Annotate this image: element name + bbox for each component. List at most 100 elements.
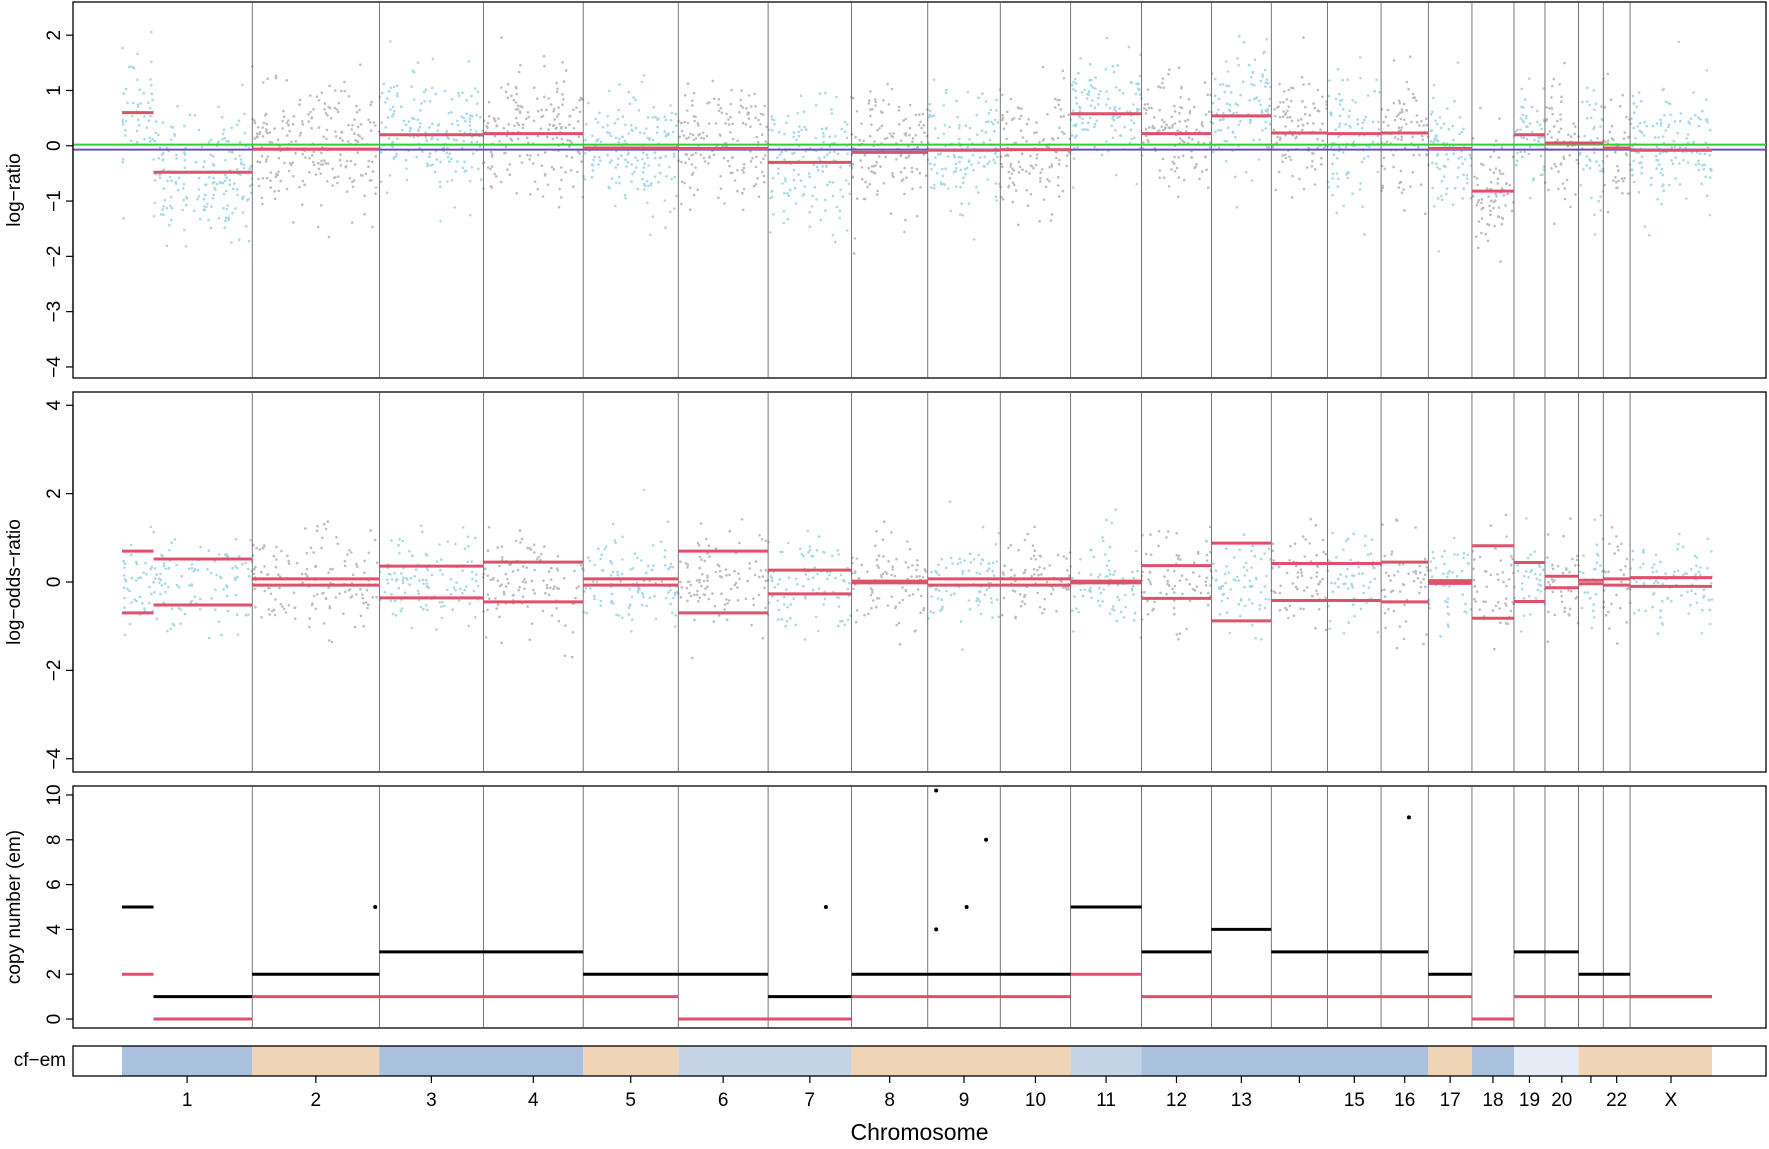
data-point [1397, 138, 1400, 141]
data-point [487, 549, 490, 552]
data-point [1176, 129, 1179, 132]
data-point [204, 209, 207, 212]
data-point [1547, 581, 1550, 584]
data-point [669, 210, 672, 213]
data-point [1490, 181, 1493, 184]
data-point [258, 185, 261, 188]
data-point [1496, 573, 1499, 576]
data-point [671, 612, 674, 615]
data-point [735, 582, 738, 585]
data-point [800, 180, 803, 183]
data-point [137, 119, 140, 122]
data-point [183, 229, 186, 232]
data-point [1633, 612, 1636, 615]
data-point [1239, 615, 1242, 618]
data-point [838, 597, 841, 600]
chromosome-label: 1 [182, 1090, 193, 1111]
data-point [1417, 577, 1420, 580]
data-point [1623, 131, 1626, 134]
data-point [1595, 593, 1598, 596]
data-point [213, 164, 216, 167]
data-point [849, 193, 852, 196]
data-point [1200, 592, 1203, 595]
data-point [733, 570, 736, 573]
data-point [469, 602, 472, 605]
data-point [1137, 87, 1140, 90]
data-point [943, 183, 946, 186]
data-point [841, 128, 844, 131]
data-point [1695, 573, 1698, 576]
data-point [1357, 123, 1360, 126]
data-point [919, 186, 922, 189]
data-point [291, 161, 294, 164]
data-point [222, 182, 225, 185]
data-point [331, 568, 334, 571]
data-point [536, 97, 539, 100]
data-point [740, 89, 743, 92]
data-point [1426, 153, 1429, 156]
data-point [1362, 121, 1365, 124]
copy-number-outlier [934, 788, 938, 792]
data-point [934, 589, 937, 592]
data-point [160, 579, 163, 582]
data-point [441, 601, 444, 604]
data-point [1117, 64, 1120, 67]
data-point [1498, 216, 1501, 219]
data-point [1139, 75, 1142, 78]
data-point [1453, 100, 1456, 103]
data-point [363, 213, 366, 216]
data-point [1599, 564, 1602, 567]
data-point [698, 544, 701, 547]
data-point [316, 95, 319, 98]
data-point [1479, 107, 1482, 110]
data-point [1035, 121, 1038, 124]
data-point [470, 129, 473, 132]
data-point [1656, 146, 1659, 149]
data-point [153, 215, 156, 218]
data-point [1542, 569, 1545, 572]
data-point [1207, 186, 1210, 189]
data-point [1260, 558, 1263, 561]
data-point [1063, 77, 1066, 80]
data-point [580, 97, 583, 100]
data-point [1105, 519, 1108, 522]
data-point [909, 127, 912, 130]
data-point [908, 134, 911, 137]
data-point [1128, 46, 1131, 49]
data-point [873, 165, 876, 168]
data-point [130, 140, 133, 143]
data-point [245, 614, 248, 617]
data-point [1124, 606, 1127, 609]
data-point [728, 123, 731, 126]
data-point [1346, 177, 1349, 180]
data-point [1456, 575, 1459, 578]
data-point [977, 162, 980, 165]
data-point [1284, 154, 1287, 157]
data-point [1185, 578, 1188, 581]
data-point [698, 579, 701, 582]
data-point [1153, 601, 1156, 604]
data-point [1462, 557, 1465, 560]
data-point [1217, 108, 1220, 111]
data-point [249, 168, 252, 171]
data-point [1118, 599, 1121, 602]
data-point [1279, 609, 1282, 612]
data-point [1466, 174, 1469, 177]
data-point [941, 175, 944, 178]
data-point [777, 172, 780, 175]
data-point [259, 131, 262, 134]
data-point [1569, 517, 1572, 520]
data-point [799, 548, 802, 551]
data-point [512, 570, 515, 573]
data-point [638, 109, 641, 112]
data-point [488, 101, 491, 104]
data-point [1523, 575, 1526, 578]
data-point [388, 90, 391, 93]
data-point [422, 608, 425, 611]
y-tick-label: 2 [44, 488, 65, 499]
data-point [1205, 540, 1208, 543]
data-point [642, 171, 645, 174]
data-point [989, 139, 992, 142]
data-point [1066, 588, 1069, 591]
data-point [521, 538, 524, 541]
